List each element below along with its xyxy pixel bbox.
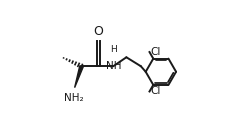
Text: H: H xyxy=(110,45,117,54)
Polygon shape xyxy=(75,66,83,88)
Text: NH: NH xyxy=(106,61,121,71)
Text: Cl: Cl xyxy=(150,47,160,57)
Text: O: O xyxy=(93,25,103,38)
Text: Cl: Cl xyxy=(150,87,160,96)
Text: NH₂: NH₂ xyxy=(64,93,84,103)
